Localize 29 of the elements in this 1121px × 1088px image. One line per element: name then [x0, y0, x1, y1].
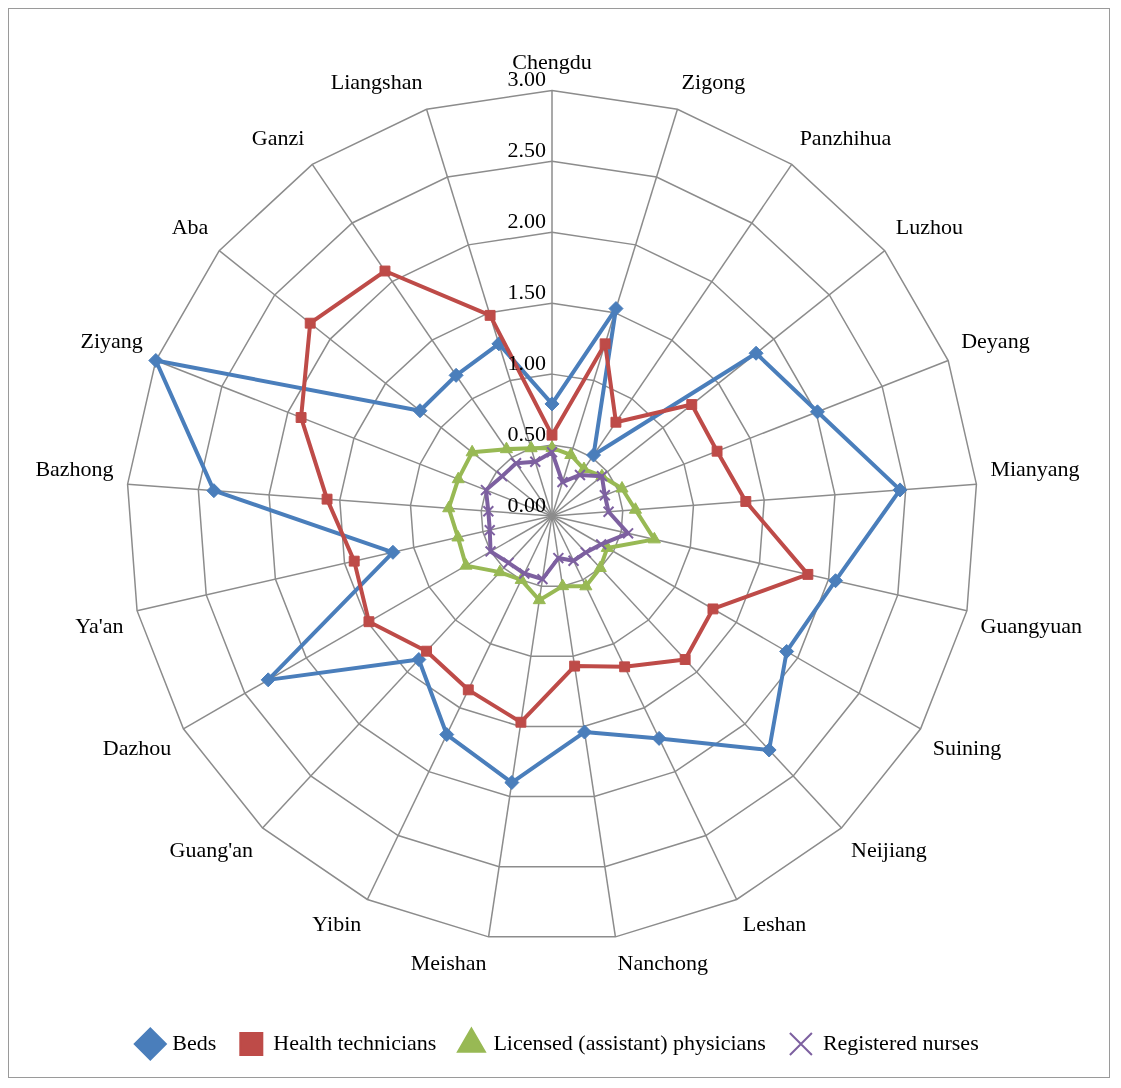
spoke-label: Suining: [932, 734, 1002, 760]
y-tick-label: 0.50: [507, 420, 546, 446]
spoke-label: Meishan: [410, 949, 487, 975]
y-tick-label: 2.50: [507, 137, 546, 163]
y-tick-label: 2.00: [507, 208, 546, 234]
spoke-label: Ya'an: [75, 612, 124, 638]
spoke-label: Neijiang: [851, 837, 927, 863]
spoke-label: Nanchong: [617, 949, 708, 975]
legend-label: Beds: [172, 1029, 217, 1055]
spoke-label: Aba: [171, 214, 209, 240]
spoke-label: Luzhou: [895, 214, 963, 240]
spoke-label: Guangyuan: [980, 612, 1082, 638]
y-tick-label: 0.00: [507, 491, 546, 517]
spoke-label: Ziyang: [80, 327, 143, 353]
spoke-label: Yibin: [312, 911, 362, 937]
spoke-label: Panzhihua: [799, 125, 892, 151]
y-tick-label: 1.50: [507, 278, 546, 304]
spoke-label: Leshan: [742, 911, 807, 937]
spoke-label: Zigong: [681, 68, 746, 94]
spoke-label: Liangshan: [330, 68, 423, 94]
spoke-label: Dazhou: [102, 734, 172, 760]
spoke-label: Bazhong: [35, 455, 114, 481]
legend-label: Licensed (assistant) physicians: [493, 1029, 766, 1055]
legend-label: Health technicians: [273, 1029, 437, 1055]
spoke-label: Deyang: [961, 327, 1030, 353]
legend-label: Registered nurses: [822, 1029, 979, 1055]
spoke-label: Ganzi: [251, 125, 305, 151]
spoke-label: Mianyang: [990, 455, 1080, 481]
spoke-label: Guang'an: [169, 837, 253, 863]
